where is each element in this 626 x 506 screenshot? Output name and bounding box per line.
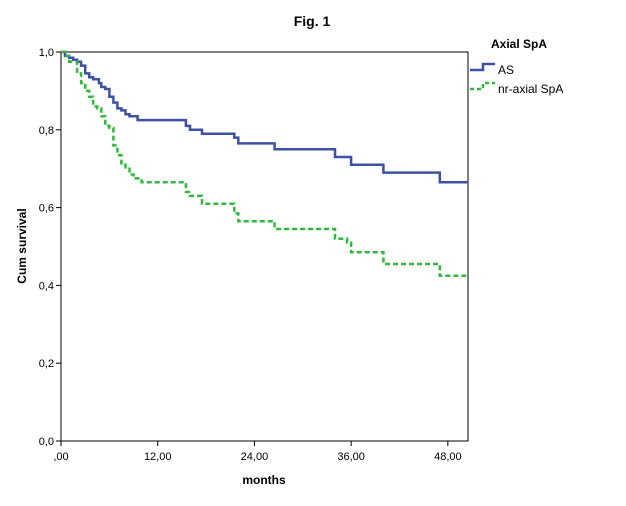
y-tick-label: 0,2 bbox=[39, 358, 54, 370]
x-tick-label: 36,00 bbox=[337, 451, 365, 463]
y-axis: 0,0 0,2 0,4 0,6 0,8 1,0 bbox=[39, 47, 61, 448]
legend-swatch bbox=[470, 62, 495, 72]
legend-items: AS nr-axial SpA bbox=[470, 62, 563, 96]
legend-swatch bbox=[470, 81, 495, 91]
y-tick-label: 1,0 bbox=[39, 47, 54, 59]
x-tick-label: ,00 bbox=[53, 451, 68, 463]
x-tick-label: 48,00 bbox=[434, 451, 462, 463]
legend: Axial SpA AS nr-axial SpA bbox=[470, 37, 563, 96]
series-layer bbox=[61, 50, 468, 277]
plot-frame bbox=[60, 51, 469, 442]
x-axis-label: months bbox=[242, 473, 286, 487]
legend-title: Axial SpA bbox=[491, 37, 547, 51]
y-tick-label: 0,4 bbox=[39, 280, 54, 292]
chart-title: Fig. 1 bbox=[294, 13, 331, 29]
series-line-as bbox=[61, 50, 468, 184]
y-axis-label: Cum survival bbox=[15, 208, 29, 283]
legend-label: nr-axial SpA bbox=[498, 82, 563, 96]
plot-axes bbox=[60, 51, 469, 442]
legend-label: AS bbox=[498, 63, 514, 77]
x-tick-label: 12,00 bbox=[144, 451, 172, 463]
series-line-nr-axial-spa bbox=[61, 50, 468, 277]
y-tick-label: 0,0 bbox=[39, 436, 54, 448]
x-axis: ,00 12,00 24,00 36,00 48,00 bbox=[53, 441, 462, 463]
y-tick-label: 0,8 bbox=[39, 125, 54, 137]
y-tick-label: 0,6 bbox=[39, 203, 54, 215]
x-tick-label: 24,00 bbox=[241, 451, 269, 463]
